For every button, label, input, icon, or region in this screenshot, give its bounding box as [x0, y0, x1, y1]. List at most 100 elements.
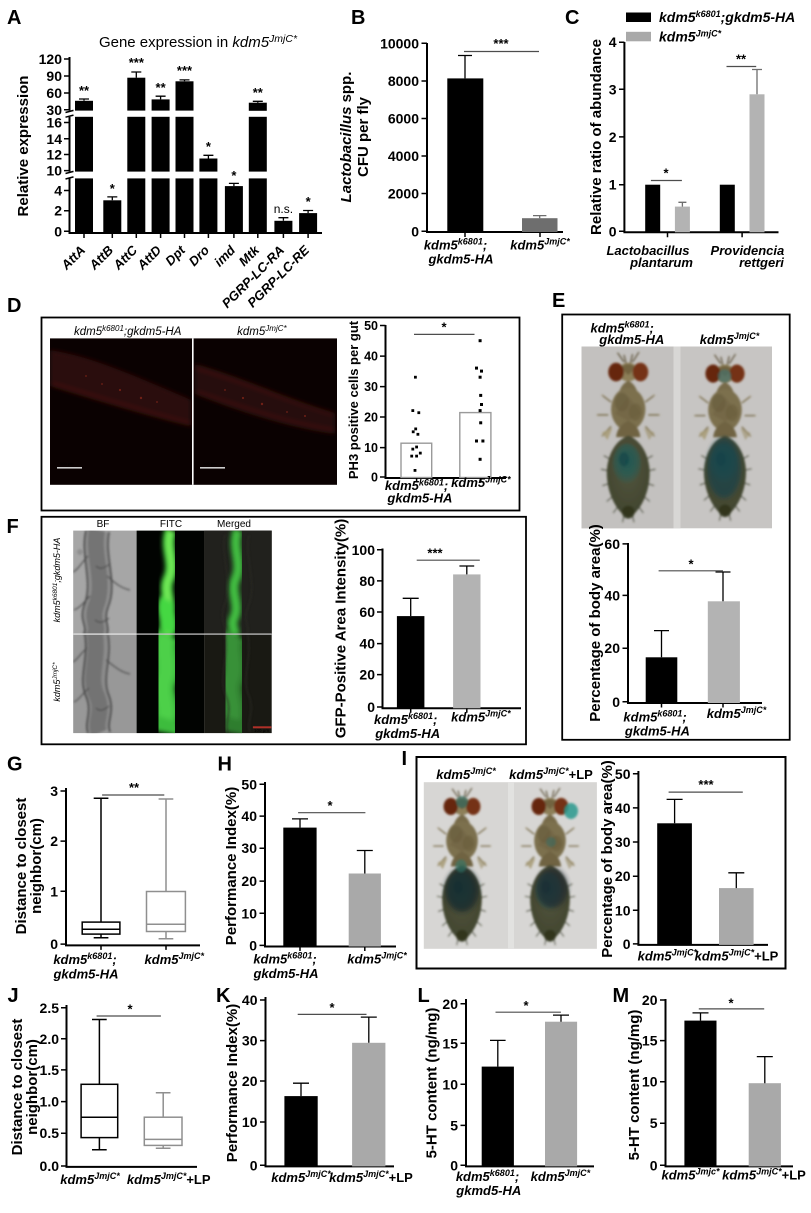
svg-text:*: * — [327, 798, 333, 813]
svg-text:20: 20 — [642, 992, 658, 1008]
svg-text:6000: 6000 — [388, 111, 419, 127]
svg-text:*: * — [231, 168, 237, 183]
svg-text:A: A — [7, 7, 21, 29]
svg-text:***: *** — [129, 55, 145, 70]
svg-text:10: 10 — [241, 905, 257, 921]
svg-text:0: 0 — [450, 1157, 458, 1173]
svg-text:0: 0 — [54, 223, 62, 239]
svg-text:kdm5JmjC*+LP: kdm5JmjC*+LP — [329, 1169, 413, 1185]
svg-text:10: 10 — [46, 163, 62, 179]
svg-text:0: 0 — [371, 471, 378, 485]
svg-text:0: 0 — [249, 937, 257, 953]
svg-text:4000: 4000 — [388, 148, 419, 164]
svg-text:Distance to closest: Distance to closest — [9, 1019, 26, 1156]
svg-text:**: ** — [253, 85, 264, 100]
svg-text:14: 14 — [46, 131, 62, 147]
svg-text:*: * — [110, 181, 116, 196]
svg-text:2: 2 — [54, 203, 62, 219]
svg-text:PH3 positive cells per gut: PH3 positive cells per gut — [346, 320, 361, 479]
svg-text:Gene expression in kdm5JmjC*: Gene expression in kdm5JmjC* — [99, 33, 298, 51]
svg-text:gkdm5-HA: gkdm5-HA — [624, 723, 690, 738]
svg-text:kdm5JmjC*+LP: kdm5JmjC*+LP — [695, 947, 779, 963]
svg-text:3: 3 — [609, 81, 617, 97]
svg-text:L: L — [418, 985, 430, 1007]
svg-text:G: G — [7, 754, 23, 776]
svg-text:kdm5JmjC*: kdm5JmjC* — [52, 662, 62, 702]
svg-text:Relative ratio of abundance: Relative ratio of abundance — [588, 39, 605, 235]
svg-text:**: ** — [129, 780, 140, 795]
svg-text:*: * — [523, 998, 529, 1013]
svg-text:plantarum: plantarum — [629, 255, 693, 270]
svg-text:0: 0 — [411, 223, 419, 239]
svg-text:90: 90 — [46, 68, 62, 84]
svg-text:0.5: 0.5 — [40, 1125, 60, 1141]
svg-text:40: 40 — [604, 587, 620, 603]
svg-text:30: 30 — [615, 834, 631, 850]
svg-text:5: 5 — [450, 1117, 458, 1133]
svg-text:Lactobacillus spp.: Lactobacillus spp. — [338, 72, 355, 203]
svg-text:1.5: 1.5 — [40, 1062, 60, 1078]
svg-text:12: 12 — [46, 147, 62, 163]
svg-text:10: 10 — [442, 1076, 458, 1092]
svg-text:0: 0 — [623, 936, 631, 952]
svg-text:2.5: 2.5 — [40, 1000, 60, 1016]
svg-text:kdm5k6801;gkdm5-HA: kdm5k6801;gkdm5-HA — [659, 9, 795, 25]
svg-text:Lactobacillus: Lactobacillus — [606, 243, 689, 258]
svg-text:20: 20 — [241, 873, 257, 889]
svg-text:40: 40 — [364, 350, 378, 364]
svg-text:E: E — [552, 290, 565, 312]
svg-text:3: 3 — [50, 783, 58, 799]
svg-text:kdm5k6801;gkdm5-HA: kdm5k6801;gkdm5-HA — [52, 538, 62, 623]
svg-text:10: 10 — [615, 902, 631, 918]
svg-text:gkdm5-HA: gkdm5-HA — [252, 966, 318, 981]
svg-text:2: 2 — [609, 129, 617, 145]
svg-text:*: * — [306, 194, 312, 209]
svg-text:10000: 10000 — [380, 35, 419, 51]
svg-text:0: 0 — [650, 1157, 658, 1173]
svg-text:40: 40 — [242, 992, 258, 1008]
svg-text:neighbor(cm): neighbor(cm) — [24, 1039, 41, 1135]
svg-text:120: 120 — [39, 51, 63, 67]
svg-text:Percentage of body area(%): Percentage of body area(%) — [599, 760, 616, 958]
svg-text:kdm5JmjC*+LP: kdm5JmjC*+LP — [722, 1167, 806, 1183]
svg-text:10: 10 — [364, 441, 378, 455]
svg-text:2: 2 — [50, 833, 58, 849]
svg-text:GFP-Positive Area Intensity(%): GFP-Positive Area Intensity(%) — [333, 519, 350, 739]
svg-text:*: * — [441, 320, 447, 335]
svg-text:K: K — [216, 985, 231, 1007]
svg-text:16: 16 — [46, 115, 62, 131]
svg-text:0: 0 — [250, 1157, 258, 1173]
svg-text:10: 10 — [242, 1114, 258, 1130]
svg-text:rettgeri: rettgeri — [739, 255, 784, 270]
svg-text:FITC: FITC — [160, 519, 182, 530]
svg-text:Performance Index(%): Performance Index(%) — [224, 1004, 241, 1162]
svg-text:100 μm: 100 μm — [60, 461, 74, 466]
svg-text:Merged: Merged — [217, 519, 251, 530]
svg-text:40: 40 — [241, 808, 257, 824]
svg-text:5: 5 — [650, 1115, 658, 1131]
svg-text:10: 10 — [642, 1074, 658, 1090]
svg-text:0: 0 — [50, 936, 58, 952]
svg-text:5-HT content (ng/mg): 5-HT content (ng/mg) — [424, 1008, 441, 1159]
svg-text:*: * — [206, 139, 212, 154]
svg-text:20: 20 — [442, 996, 458, 1012]
svg-text:40: 40 — [359, 636, 375, 652]
svg-text:100: 100 — [352, 542, 376, 558]
svg-text:50: 50 — [615, 766, 631, 782]
svg-text:20: 20 — [364, 411, 378, 425]
svg-text:neighbor(cm): neighbor(cm) — [28, 818, 45, 914]
svg-text:gkdm5-HA: gkdm5-HA — [427, 252, 493, 267]
svg-text:20: 20 — [604, 640, 620, 656]
svg-text:1: 1 — [50, 883, 58, 899]
svg-text:*: * — [329, 1000, 335, 1015]
svg-text:2.0: 2.0 — [40, 1031, 60, 1047]
svg-text:gkdm5-HA: gkdm5-HA — [52, 967, 118, 982]
svg-text:Providencia: Providencia — [711, 243, 785, 258]
svg-text:H: H — [218, 754, 232, 776]
svg-text:CFU per fly: CFU per fly — [355, 96, 372, 177]
svg-text:50: 50 — [241, 776, 257, 792]
svg-text:***: *** — [177, 63, 193, 78]
svg-text:F: F — [7, 516, 19, 538]
svg-text:B: B — [351, 7, 365, 29]
svg-text:30: 30 — [241, 840, 257, 856]
